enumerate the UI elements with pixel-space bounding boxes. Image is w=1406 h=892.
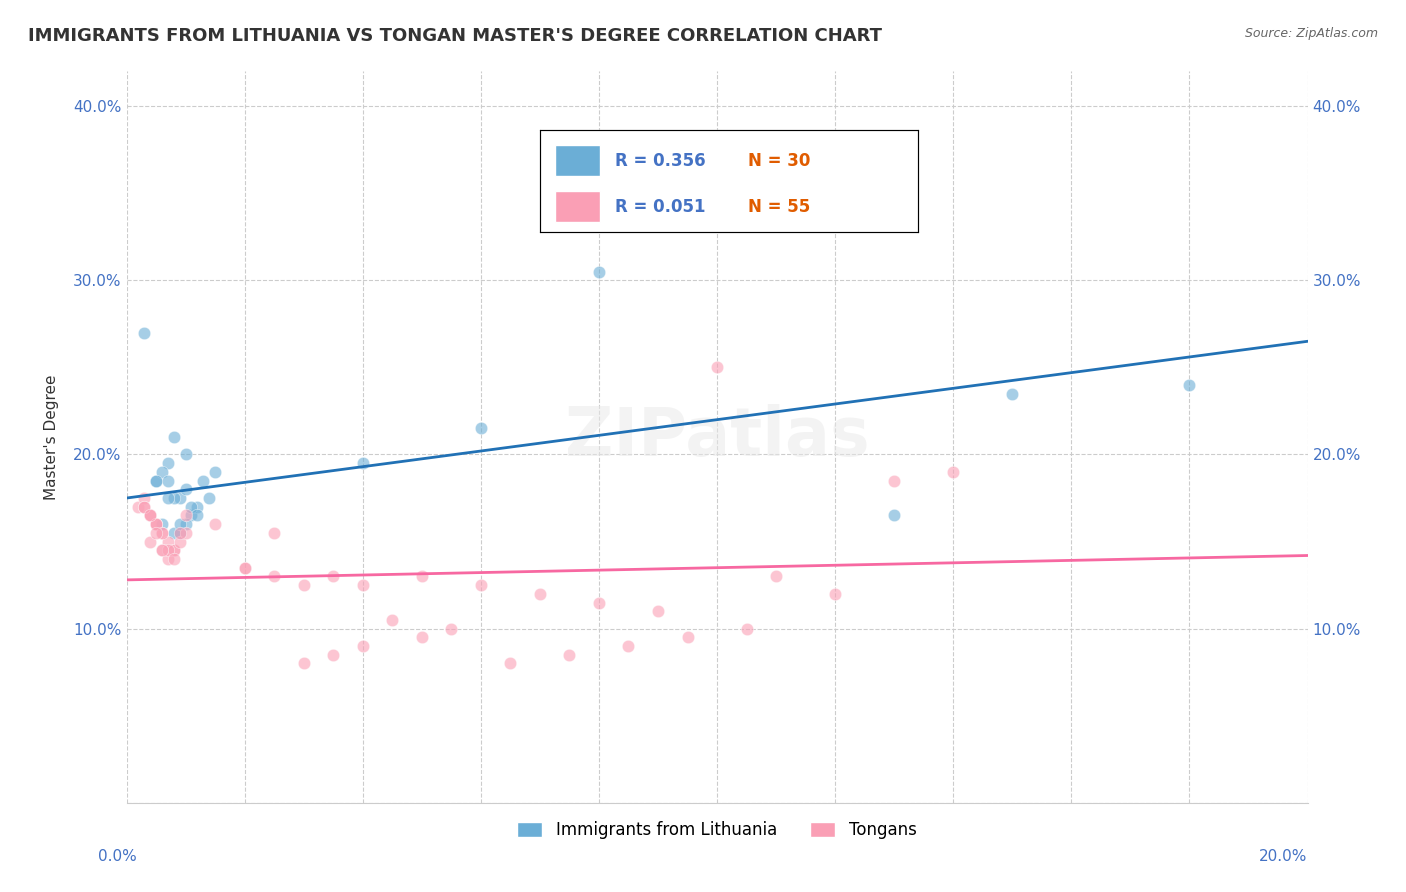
Point bbox=[470, 421, 492, 435]
Point bbox=[233, 560, 256, 574]
Point bbox=[156, 491, 179, 505]
Point bbox=[150, 525, 173, 540]
Point bbox=[233, 560, 256, 574]
Point bbox=[186, 500, 208, 514]
Point bbox=[292, 578, 315, 592]
Point bbox=[163, 525, 186, 540]
Point bbox=[163, 491, 186, 505]
Point bbox=[292, 657, 315, 671]
Point bbox=[411, 569, 433, 583]
Point bbox=[352, 456, 374, 470]
Point bbox=[127, 500, 149, 514]
Point bbox=[169, 534, 191, 549]
Point bbox=[186, 508, 208, 523]
Point bbox=[156, 474, 179, 488]
Point bbox=[134, 500, 156, 514]
Point bbox=[163, 552, 186, 566]
Point bbox=[150, 517, 173, 532]
Point bbox=[174, 483, 197, 497]
Point bbox=[150, 525, 173, 540]
Point bbox=[824, 587, 846, 601]
Point bbox=[139, 534, 162, 549]
Point bbox=[706, 360, 728, 375]
Y-axis label: Master's Degree: Master's Degree bbox=[45, 375, 59, 500]
Point bbox=[558, 648, 581, 662]
Point bbox=[163, 430, 186, 444]
Text: ZIPatlas: ZIPatlas bbox=[565, 404, 869, 470]
Point bbox=[352, 578, 374, 592]
Point bbox=[150, 543, 173, 558]
Text: Source: ZipAtlas.com: Source: ZipAtlas.com bbox=[1244, 27, 1378, 40]
Point bbox=[156, 534, 179, 549]
Point bbox=[204, 517, 226, 532]
Point bbox=[150, 465, 173, 479]
Point bbox=[145, 517, 167, 532]
Point bbox=[163, 543, 186, 558]
Point bbox=[139, 508, 162, 523]
Point bbox=[676, 631, 699, 645]
Point bbox=[169, 525, 191, 540]
Point bbox=[134, 491, 156, 505]
Point bbox=[174, 508, 197, 523]
Point bbox=[150, 543, 173, 558]
Point bbox=[174, 517, 197, 532]
Point bbox=[198, 491, 221, 505]
Point bbox=[193, 474, 215, 488]
Point bbox=[1178, 377, 1201, 392]
Point bbox=[735, 622, 758, 636]
Text: 20.0%: 20.0% bbox=[1260, 849, 1308, 863]
Text: IMMIGRANTS FROM LITHUANIA VS TONGAN MASTER'S DEGREE CORRELATION CHART: IMMIGRANTS FROM LITHUANIA VS TONGAN MAST… bbox=[28, 27, 882, 45]
Point bbox=[322, 648, 344, 662]
Point bbox=[381, 613, 404, 627]
Point bbox=[169, 525, 191, 540]
Point bbox=[411, 631, 433, 645]
Point bbox=[588, 595, 610, 609]
Point bbox=[588, 265, 610, 279]
Point bbox=[204, 465, 226, 479]
Point bbox=[156, 456, 179, 470]
Point bbox=[765, 569, 787, 583]
Point bbox=[647, 604, 669, 618]
Point bbox=[145, 474, 167, 488]
Point bbox=[134, 500, 156, 514]
Point bbox=[263, 569, 285, 583]
Point bbox=[145, 525, 167, 540]
Point bbox=[163, 543, 186, 558]
Text: 0.0%: 0.0% bbox=[98, 849, 138, 863]
Point bbox=[942, 465, 965, 479]
Point bbox=[352, 639, 374, 653]
Legend: Immigrants from Lithuania, Tongans: Immigrants from Lithuania, Tongans bbox=[510, 814, 924, 846]
Point bbox=[174, 525, 197, 540]
Point bbox=[156, 543, 179, 558]
Point bbox=[145, 517, 167, 532]
Point bbox=[263, 525, 285, 540]
Point bbox=[156, 552, 179, 566]
Point bbox=[169, 491, 191, 505]
Point bbox=[139, 508, 162, 523]
Point bbox=[180, 508, 202, 523]
Point bbox=[134, 326, 156, 340]
Point bbox=[322, 569, 344, 583]
Point bbox=[440, 622, 463, 636]
Point bbox=[529, 587, 551, 601]
Point bbox=[617, 639, 640, 653]
Point bbox=[139, 508, 162, 523]
Point bbox=[883, 474, 905, 488]
Point bbox=[499, 657, 522, 671]
Point bbox=[883, 508, 905, 523]
Point bbox=[169, 517, 191, 532]
Point bbox=[145, 517, 167, 532]
Point bbox=[1001, 386, 1024, 401]
Point bbox=[145, 474, 167, 488]
Point bbox=[470, 578, 492, 592]
Point bbox=[174, 448, 197, 462]
Point bbox=[180, 500, 202, 514]
